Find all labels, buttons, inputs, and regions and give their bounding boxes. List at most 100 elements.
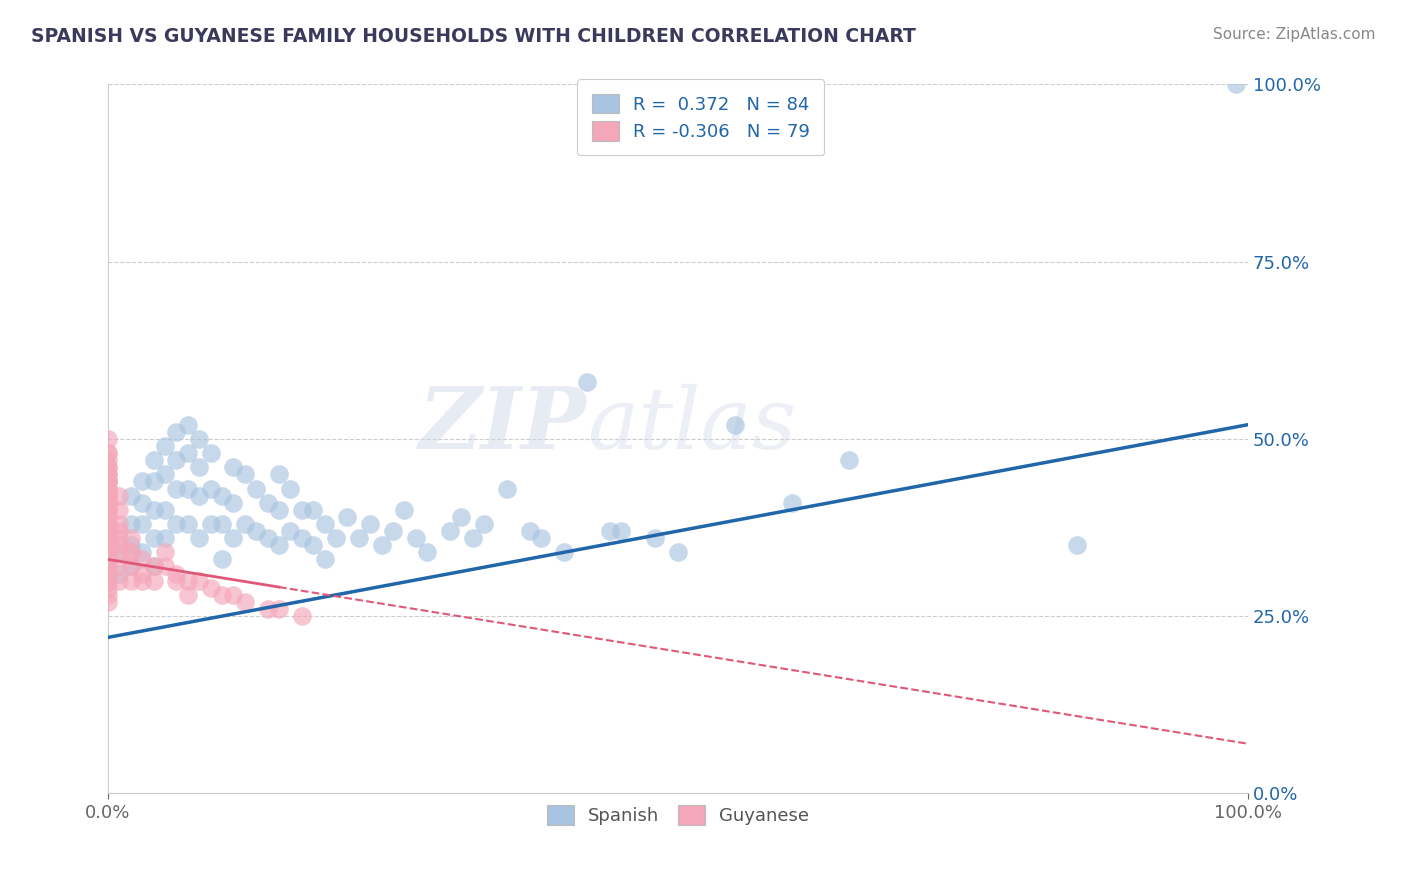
- Point: [142, 559, 165, 574]
- Point: [97, 559, 120, 574]
- Point: [302, 538, 325, 552]
- Point: [97, 588, 120, 602]
- Point: [256, 496, 278, 510]
- Point: [120, 538, 142, 552]
- Point: [97, 446, 120, 460]
- Point: [153, 545, 176, 559]
- Point: [108, 489, 131, 503]
- Point: [120, 531, 142, 545]
- Point: [439, 524, 461, 538]
- Text: ZIP: ZIP: [419, 383, 586, 467]
- Point: [97, 503, 120, 517]
- Point: [280, 482, 302, 496]
- Point: [97, 545, 120, 559]
- Point: [97, 545, 120, 559]
- Point: [131, 475, 153, 489]
- Point: [97, 516, 120, 531]
- Point: [222, 460, 245, 475]
- Point: [142, 559, 165, 574]
- Point: [233, 595, 256, 609]
- Point: [575, 375, 598, 389]
- Point: [97, 496, 120, 510]
- Point: [267, 503, 290, 517]
- Point: [97, 545, 120, 559]
- Point: [200, 516, 222, 531]
- Point: [245, 524, 267, 538]
- Point: [177, 417, 200, 432]
- Point: [267, 538, 290, 552]
- Point: [120, 574, 142, 588]
- Point: [120, 559, 142, 574]
- Point: [245, 482, 267, 496]
- Point: [394, 503, 416, 517]
- Point: [416, 545, 439, 559]
- Point: [97, 432, 120, 446]
- Point: [131, 496, 153, 510]
- Point: [97, 467, 120, 482]
- Point: [97, 467, 120, 482]
- Text: SPANISH VS GUYANESE FAMILY HOUSEHOLDS WITH CHILDREN CORRELATION CHART: SPANISH VS GUYANESE FAMILY HOUSEHOLDS WI…: [31, 27, 915, 45]
- Point: [177, 588, 200, 602]
- Text: atlas: atlas: [586, 384, 796, 466]
- Point: [97, 489, 120, 503]
- Point: [97, 460, 120, 475]
- Point: [838, 453, 860, 467]
- Point: [97, 516, 120, 531]
- Point: [610, 524, 633, 538]
- Point: [97, 509, 120, 524]
- Point: [233, 467, 256, 482]
- Point: [97, 524, 120, 538]
- Point: [267, 467, 290, 482]
- Point: [97, 516, 120, 531]
- Point: [1225, 78, 1247, 92]
- Point: [405, 531, 427, 545]
- Point: [280, 524, 302, 538]
- Point: [97, 574, 120, 588]
- Point: [461, 531, 484, 545]
- Point: [472, 516, 495, 531]
- Point: [599, 524, 621, 538]
- Point: [108, 531, 131, 545]
- Point: [153, 439, 176, 453]
- Point: [211, 516, 233, 531]
- Point: [108, 524, 131, 538]
- Point: [450, 509, 472, 524]
- Point: [553, 545, 575, 559]
- Point: [97, 475, 120, 489]
- Point: [97, 552, 120, 566]
- Point: [108, 516, 131, 531]
- Point: [97, 559, 120, 574]
- Point: [359, 516, 381, 531]
- Point: [131, 566, 153, 581]
- Point: [120, 489, 142, 503]
- Point: [165, 425, 187, 439]
- Point: [200, 482, 222, 496]
- Point: [177, 446, 200, 460]
- Legend: Spanish, Guyanese: Spanish, Guyanese: [537, 796, 818, 834]
- Point: [200, 446, 222, 460]
- Point: [165, 516, 187, 531]
- Point: [120, 559, 142, 574]
- Point: [142, 531, 165, 545]
- Point: [108, 559, 131, 574]
- Point: [142, 475, 165, 489]
- Point: [724, 417, 747, 432]
- Point: [97, 581, 120, 595]
- Point: [97, 531, 120, 545]
- Point: [291, 609, 314, 624]
- Point: [302, 503, 325, 517]
- Point: [108, 574, 131, 588]
- Point: [267, 602, 290, 616]
- Point: [211, 588, 233, 602]
- Point: [97, 482, 120, 496]
- Point: [97, 503, 120, 517]
- Point: [165, 453, 187, 467]
- Point: [97, 595, 120, 609]
- Point: [97, 503, 120, 517]
- Point: [188, 460, 211, 475]
- Point: [188, 432, 211, 446]
- Point: [142, 453, 165, 467]
- Point: [291, 503, 314, 517]
- Point: [97, 489, 120, 503]
- Point: [211, 489, 233, 503]
